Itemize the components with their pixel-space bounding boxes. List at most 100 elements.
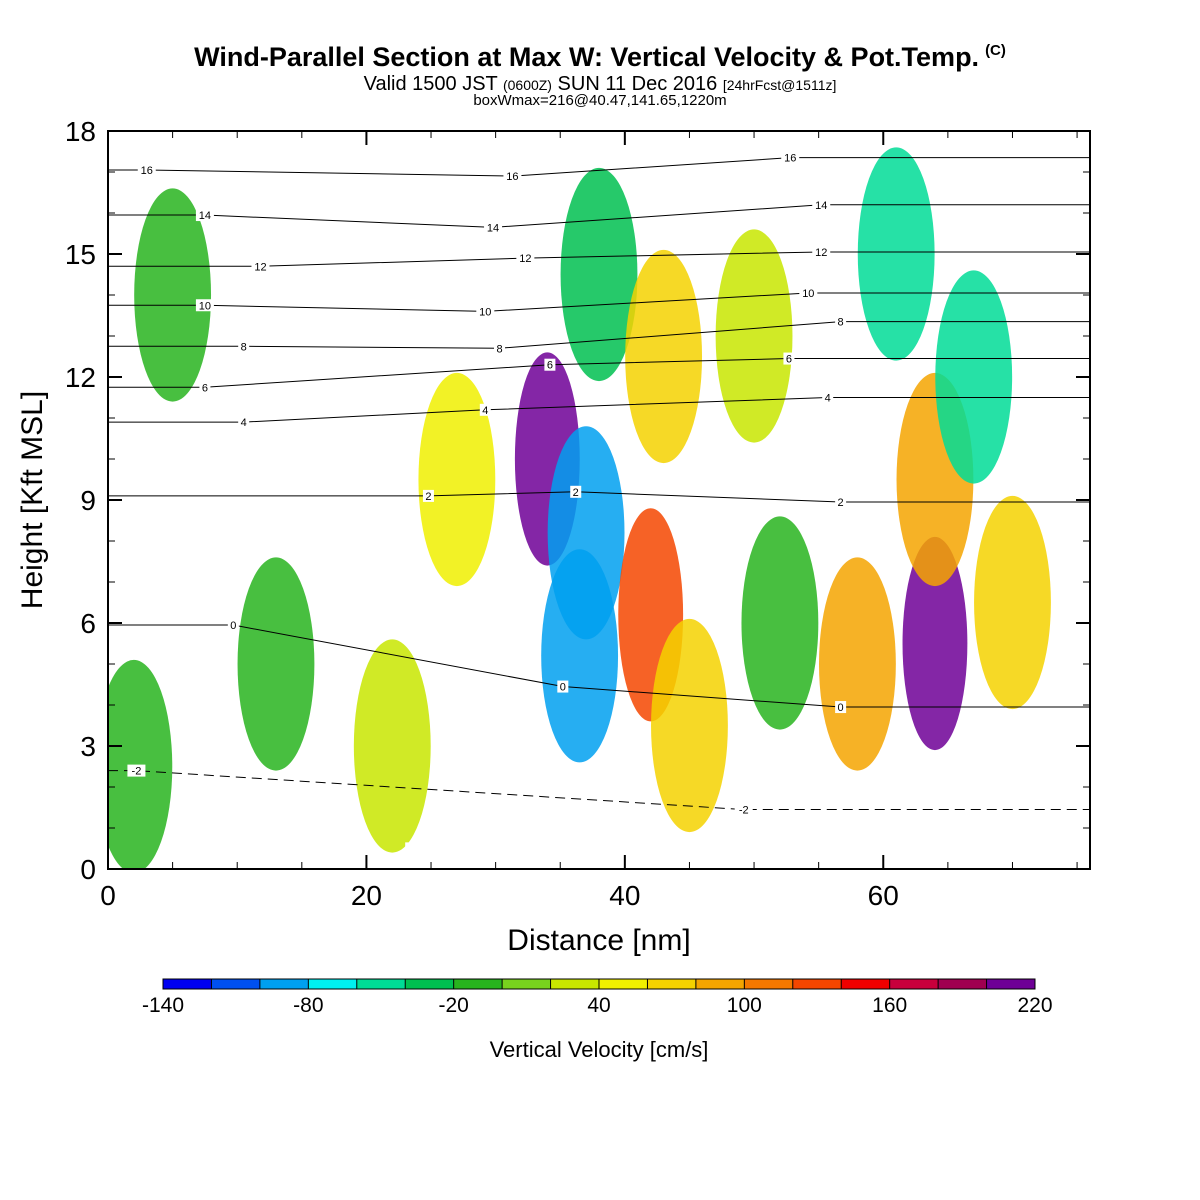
colorbar-tick-label: -80 — [293, 994, 323, 1017]
y-tick-label: 18 — [65, 116, 96, 147]
y-tick-label: 15 — [65, 239, 96, 270]
colorbar-tick-label: -20 — [438, 994, 468, 1017]
contour-label-bg — [570, 485, 582, 498]
terrain-profile — [385, 803, 1091, 869]
velocity-cell — [625, 249, 703, 464]
colorbar-title: Vertical Velocity [cm/s] — [490, 1037, 709, 1062]
contour-label: 0 — [838, 702, 844, 714]
y-tick-label: 9 — [80, 485, 96, 516]
contour-label: 16 — [784, 153, 796, 165]
colorbar-swatch — [163, 979, 212, 989]
velocity-field — [108, 147, 1051, 869]
contour-label-bg — [781, 151, 800, 164]
boxwmax-line: boxWmax=216@40.47,141.65,1220m — [473, 92, 727, 109]
x-tick-label: 40 — [609, 880, 640, 911]
velocity-cell — [857, 147, 935, 361]
colorbar-swatch — [986, 979, 1036, 989]
velocity-cell — [974, 495, 1051, 710]
contour-label-bg — [195, 209, 214, 222]
contour-label: 16 — [141, 165, 153, 177]
chart-title-text: Wind-Parallel Section at Max W: Vertical… — [194, 42, 980, 72]
contour-label-bg — [479, 403, 491, 416]
contour-label-bg — [484, 221, 503, 234]
contour-label: 8 — [241, 341, 247, 353]
colorbar-tick-label: 40 — [587, 994, 610, 1017]
velocity-cell — [108, 659, 173, 869]
contour-label: 10 — [199, 300, 211, 312]
contour-label: 10 — [479, 306, 491, 318]
valid-utc: (0600Z) — [502, 77, 552, 93]
contour-label: 8 — [838, 317, 844, 329]
contour-label: 14 — [815, 200, 827, 212]
colorbar-swatch — [502, 979, 552, 989]
velocity-cell — [902, 536, 968, 751]
colorbar-tick-label: 160 — [872, 994, 907, 1017]
contour-label-bg — [835, 315, 847, 328]
contour-label-bg — [835, 701, 847, 714]
contour-label: 2 — [425, 491, 431, 503]
velocity-cell — [651, 618, 728, 833]
colorbar-swatch — [356, 979, 406, 989]
contour-label: 4 — [241, 417, 247, 429]
valid-time: Valid 1500 JST — [363, 73, 498, 95]
contour-label: 4 — [482, 405, 488, 417]
velocity-cell — [935, 270, 1013, 484]
y-tick-label: 3 — [80, 731, 96, 762]
colorbar-tick-label: -140 — [142, 994, 184, 1017]
colorbar-tick-label: 220 — [1017, 994, 1052, 1017]
contour-label-bg — [503, 170, 522, 183]
contour-label: 14 — [487, 222, 499, 234]
velocity-cell — [715, 229, 793, 443]
colorbar-swatch — [550, 979, 600, 989]
contour-label: 0 — [560, 682, 566, 694]
contour-label-bg — [812, 245, 831, 258]
y-axis-title: Height [Kft MSL] — [16, 391, 49, 609]
contour-label-bg — [494, 342, 506, 355]
contour-label: 4 — [825, 393, 831, 405]
contour-label-bg — [516, 252, 535, 265]
colorbar-swatch — [259, 979, 309, 989]
contour-label-bg — [238, 416, 250, 429]
contour-label: 8 — [496, 343, 502, 355]
contour-label-bg — [812, 198, 831, 211]
colorbar-swatch — [647, 979, 697, 989]
x-tick-label: 20 — [351, 880, 382, 911]
contour-label: 12 — [254, 261, 266, 273]
contour-label: 14 — [199, 210, 211, 222]
colorbar-swatch — [695, 979, 745, 989]
contour-label-bg — [822, 391, 834, 404]
contour-label: 6 — [786, 354, 792, 366]
contour-label-bg — [799, 286, 818, 299]
contour-label: 12 — [815, 247, 827, 259]
y-tick-label: 0 — [80, 854, 96, 885]
contour-label: -2 — [739, 805, 749, 817]
velocity-cell — [418, 372, 496, 587]
contour-label: 10 — [802, 288, 814, 300]
x-tick-label: 60 — [868, 880, 899, 911]
colorbar-swatch — [405, 979, 455, 989]
velocity-cell — [741, 516, 819, 730]
contour-labels: 16 14 12 10 8 6 4 2 0 -2 16 14 12 10 8 6 4 2 0 16 14 12 10 8 6 4 2… — [127, 151, 847, 817]
colorbar-swatch — [308, 979, 358, 989]
contour-label: 12 — [519, 253, 531, 265]
x-axis-title: Distance [nm] — [507, 924, 690, 957]
contour-label: 0 — [230, 620, 236, 632]
colorbar-swatch — [211, 979, 261, 989]
y-tick-label: 12 — [65, 362, 96, 393]
contour-label: 6 — [202, 382, 208, 394]
colorbar-swatch — [792, 979, 842, 989]
contour-label: 6 — [547, 360, 553, 372]
contour-label: 16 — [506, 171, 518, 183]
chart-subtitle: Valid 1500 JST (0600Z) SUN 11 Dec 2016 [… — [0, 73, 1200, 96]
chart-title: Wind-Parallel Section at Max W: Vertical… — [0, 42, 1200, 73]
velocity-cell — [818, 557, 896, 771]
colorbar-swatch — [889, 979, 939, 989]
contour-label-bg — [422, 489, 434, 502]
velocity-cell — [134, 188, 212, 402]
contour-label-bg — [199, 381, 211, 394]
contour-label-bg — [127, 764, 146, 777]
contour-label-bg — [238, 340, 250, 353]
colorbar-swatch — [938, 979, 988, 989]
contour-label-bg — [251, 260, 270, 273]
